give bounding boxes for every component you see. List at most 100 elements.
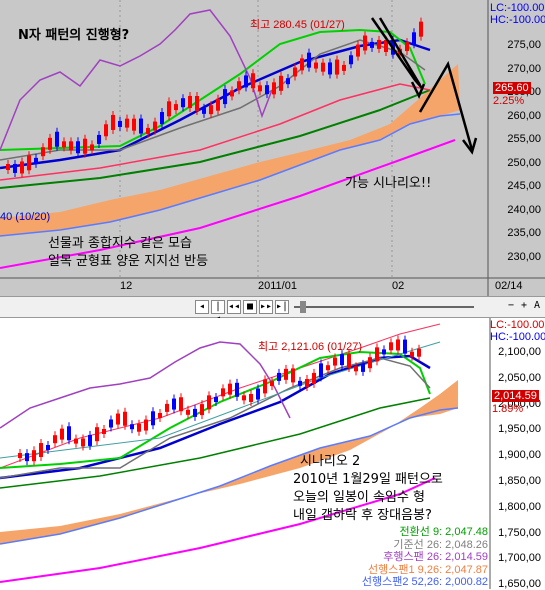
y-tick-label: 1,750,00 — [498, 526, 541, 539]
rewind-button[interactable]: ◂◂ — [227, 300, 241, 314]
span2-line-bottom — [0, 407, 459, 545]
bollinger-upper — [0, 323, 441, 469]
y-tick-label: 260,00 — [507, 109, 541, 122]
candle-body — [62, 141, 66, 148]
scroll-left-button[interactable]: ◂ — [195, 300, 209, 314]
y-tick-label: 255,00 — [507, 133, 541, 145]
ichimoku-legend: 전환선 9: 2,047.48 기준선 26: 2,048.26 후행스팬 26: … — [340, 526, 488, 589]
auto-scale-button[interactable]: A — [533, 300, 541, 311]
y-tick-label: 1,650,00 — [498, 578, 541, 590]
candle-body-bottom — [375, 347, 379, 362]
candle-body — [83, 138, 87, 154]
candle-body-bottom — [144, 419, 148, 431]
x-label-dec: 12 — [120, 280, 133, 292]
candle-body-bottom — [102, 428, 106, 434]
candle-body — [181, 98, 185, 108]
last-price-tag-bottom: 2,014.59 — [492, 390, 539, 402]
zoom-out-button[interactable]: − — [507, 300, 515, 311]
candle-body — [69, 141, 73, 151]
candle-body-bottom — [403, 339, 407, 354]
y-tick-label: 1,850,00 — [498, 475, 541, 487]
scenario2-line-2: 2010년 1월29일 패턴으로 — [293, 472, 443, 487]
y-tick-label: 2,050,00 — [498, 371, 541, 384]
go-first-button[interactable]: |◂ — [211, 300, 225, 324]
y-tick-label: 1,950,00 — [498, 423, 541, 436]
candle-body — [41, 147, 45, 157]
y-tick-label: 270,00 — [507, 62, 541, 75]
candle-body-bottom — [81, 438, 85, 447]
candle-body — [405, 42, 409, 52]
hc-label-bottom: HC:-100.00 — [490, 331, 545, 343]
candle-body-bottom — [396, 339, 400, 351]
candle-body-bottom — [228, 383, 232, 395]
candle-body — [160, 112, 164, 125]
candle-body — [307, 52, 311, 68]
kospi-chart-panel[interactable]: LC:-100.00 HC:-100.00 2,100,00 2,050,00 2,… — [0, 318, 545, 590]
zoom-in-button[interactable]: + — [520, 300, 528, 311]
span2-line — [0, 113, 461, 237]
candle-body-bottom — [151, 411, 155, 426]
candle-body — [335, 59, 339, 75]
candle-body-bottom — [326, 365, 330, 371]
candle-body — [244, 75, 248, 88]
candle-body — [174, 104, 178, 111]
candle-body-bottom — [214, 397, 218, 403]
candle-body-bottom — [389, 342, 393, 351]
candle-body — [90, 144, 94, 151]
candle-body — [230, 90, 234, 97]
low-price-label: 40 (10/20) — [0, 211, 51, 223]
candle-body-bottom — [221, 388, 225, 397]
candle-body — [55, 131, 59, 147]
candle-body — [300, 58, 304, 71]
candle-body-bottom — [361, 363, 365, 372]
candle-body — [209, 105, 213, 115]
candle-body-bottom — [305, 378, 309, 387]
candle-body-bottom — [319, 363, 323, 378]
y-tick-label: 2,100,00 — [498, 346, 541, 358]
zoom-slider[interactable] — [294, 306, 474, 308]
blue-ma-line-bottom — [0, 354, 431, 480]
forward-button[interactable]: ▸▸ — [259, 300, 273, 314]
candle-body — [342, 64, 346, 71]
candle-body-bottom — [354, 366, 358, 372]
candle-body — [286, 78, 290, 85]
scenario2-line-1: 시나리오 2 — [300, 454, 361, 469]
candle-body — [188, 95, 192, 108]
candle-body-bottom — [382, 349, 386, 355]
last-price-tag: 265.60 — [493, 82, 531, 94]
candle-body — [27, 155, 31, 171]
y-tick-label: 1,900,00 — [498, 449, 541, 462]
y-tick-label: 275,00 — [507, 39, 541, 51]
candle-body — [13, 163, 17, 173]
candle-body-bottom — [165, 403, 169, 412]
candle-body — [20, 161, 24, 174]
legend-entry: 선행스팬1 9,26: 2,047.87 — [368, 563, 488, 576]
candle-body — [419, 21, 423, 37]
go-last-button[interactable]: ▸| — [275, 300, 289, 314]
candle-body-bottom — [172, 398, 176, 410]
candle-body — [76, 141, 80, 154]
lc-label: LC:-100.00 — [490, 2, 545, 14]
zoom-slider-handle[interactable] — [300, 301, 306, 313]
candle-body — [328, 62, 332, 75]
teal-line-bottom — [0, 341, 441, 459]
candle-body-bottom — [312, 372, 316, 384]
futures-chart-panel[interactable]: LC:-100.00 HC:-100.00 275,00270,00265,00… — [0, 0, 545, 296]
comment-line-2: 일목 균형표 양운 지지선 반등 — [48, 254, 209, 269]
lagging-span-line-bottom — [0, 341, 291, 429]
candle-body-bottom — [109, 419, 113, 428]
candle-body — [279, 75, 283, 91]
pattern-question-note: N자 패턴의 진행형? — [18, 28, 130, 43]
candle-body — [146, 127, 150, 134]
stop-button[interactable]: ■ — [243, 300, 257, 314]
candle-body-bottom — [277, 372, 281, 381]
candle-body-bottom — [32, 450, 36, 462]
candle-body — [370, 41, 374, 48]
y-tick-label: 1,700,00 — [498, 552, 541, 565]
arrow-head — [462, 137, 478, 155]
candle-body — [377, 39, 381, 49]
down-arrow-1 — [370, 17, 423, 89]
candle-body — [265, 85, 269, 95]
candle-body — [48, 137, 52, 150]
candle-body-bottom — [291, 368, 295, 383]
